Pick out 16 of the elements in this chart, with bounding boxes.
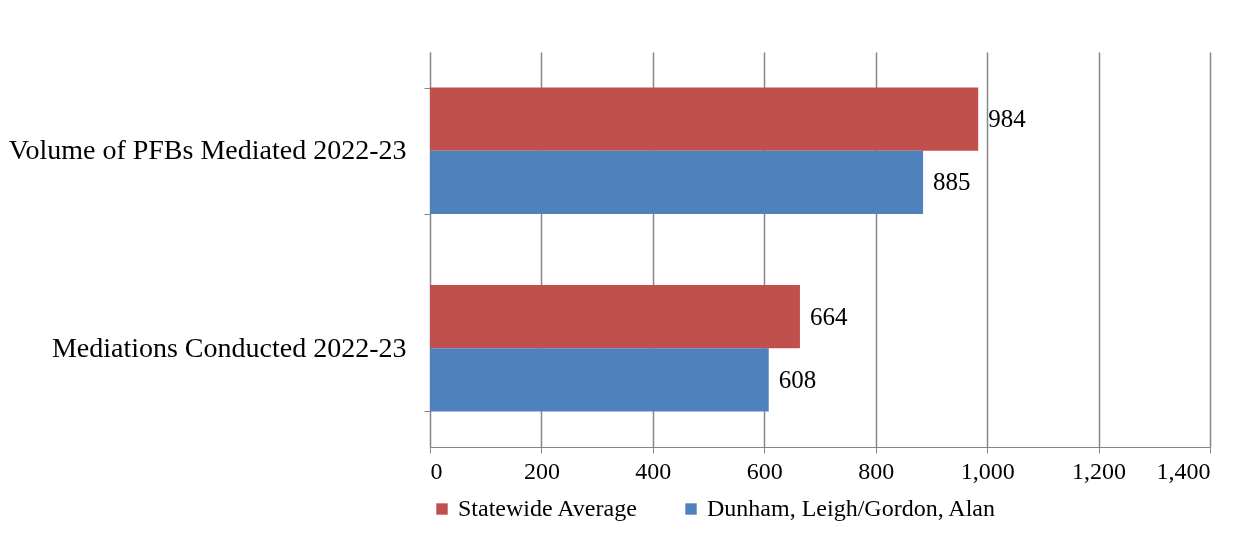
- data-label: 885: [933, 168, 971, 196]
- x-tick-label: 200: [523, 457, 560, 484]
- x-tick-label: 1,400: [1156, 457, 1211, 484]
- y-tick-label: Mediations Conducted 2022-23: [51, 331, 407, 363]
- x-tick-label: 400: [635, 457, 672, 484]
- data-label: 664: [809, 302, 848, 330]
- x-tick-label: 0: [430, 457, 443, 484]
- x-tick-label: 1,000: [960, 457, 1015, 484]
- x-tick-label: 1,200: [1072, 457, 1127, 484]
- data-label: 984: [988, 105, 1027, 133]
- y-tick-label: Volume of PFBs Mediated 2022-23: [8, 134, 407, 166]
- x-tick-label: 800: [858, 457, 895, 484]
- x-tick-label: 600: [746, 457, 783, 484]
- legend-label: Statewide Average: [458, 495, 637, 521]
- data-label: 608: [778, 365, 817, 393]
- legend-label: Dunham, Leigh/Gordon, Alan: [707, 495, 995, 521]
